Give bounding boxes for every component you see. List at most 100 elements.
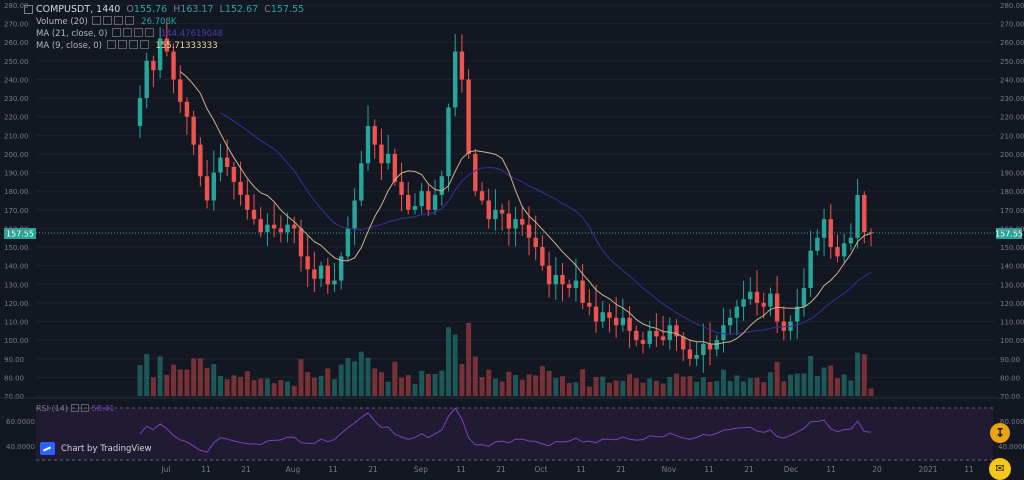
candle-body <box>613 317 619 326</box>
time-tick-label: Oct <box>535 465 548 474</box>
candle-body <box>499 209 505 214</box>
candle-body <box>359 163 364 201</box>
candle-body <box>687 349 693 359</box>
price-tick-label: 230.00 <box>1000 95 1024 103</box>
volume-bar <box>727 381 733 396</box>
ma9-label: MA (9, close, 0) <box>36 41 102 51</box>
candle-body <box>754 291 760 303</box>
volume-bar <box>372 368 378 396</box>
settings-icon[interactable] <box>117 40 127 49</box>
time-tick-label: Nov <box>662 465 677 474</box>
volume-bar <box>452 334 458 396</box>
ma9-line <box>179 71 872 345</box>
tradingview-branding[interactable]: Chart by TradingView <box>40 442 152 455</box>
close-icon[interactable] <box>128 40 138 49</box>
volume-bar <box>137 365 143 396</box>
branding-label: Chart by TradingView <box>61 443 152 454</box>
rsi-level-bottom-right: 40.0000 <box>998 443 1024 451</box>
volume-legend[interactable]: Volume (20) 26.708K <box>36 16 177 28</box>
candle-body <box>862 194 867 233</box>
candle-body <box>734 306 740 318</box>
price-tick-label: 140.00 <box>4 263 29 271</box>
candle-body <box>412 206 418 210</box>
volume-bar <box>720 369 726 396</box>
candle-body <box>620 317 626 326</box>
close-icon[interactable] <box>114 16 124 25</box>
svg-text:157.55: 157.55 <box>6 230 34 239</box>
eye-icon[interactable] <box>70 404 79 412</box>
volume-bar <box>533 375 539 396</box>
volume-bar <box>251 380 257 396</box>
ma21-legend[interactable]: MA (21, close, 0) 144.47619048 <box>36 28 223 40</box>
price-axis-left[interactable]: 280.00 270.00 260.00 250.00 240.00 230.00 220.… <box>4 2 29 401</box>
price-tick-label: 160.00 <box>1000 225 1024 233</box>
price-tick-label: 190.00 <box>1000 170 1024 178</box>
candle-body <box>486 200 491 220</box>
rsi-pane[interactable]: 60.0000 40.0000 60.0000 40.0000 <box>6 407 1024 461</box>
volume-bar <box>546 370 552 396</box>
time-tick-label: 11 <box>201 465 211 474</box>
candle-body <box>426 191 431 210</box>
volume-bar <box>271 383 277 396</box>
price-tick-label: 200.00 <box>4 151 29 159</box>
volume-bar <box>573 382 579 396</box>
volume-bar <box>331 379 337 396</box>
settings-icon[interactable] <box>123 28 133 37</box>
volume-bar <box>466 322 472 396</box>
candle-body <box>439 176 444 195</box>
volume-bar <box>707 381 713 396</box>
volume-bar <box>821 367 827 396</box>
volume-bar <box>419 370 425 396</box>
rsi-level-top-right: 60.0000 <box>1000 418 1024 426</box>
collapse-legend-icon[interactable] <box>24 5 33 14</box>
close-label: C <box>264 4 271 15</box>
candle-body <box>399 181 404 195</box>
high-value: 163.17 <box>180 4 214 15</box>
close-icon[interactable] <box>134 28 144 37</box>
chat-button[interactable]: ✉ <box>989 458 1011 480</box>
candle-body <box>660 336 666 341</box>
candle-body <box>345 228 351 257</box>
eye-icon[interactable] <box>92 16 102 25</box>
price-tick-label: 70.00 <box>4 393 24 401</box>
price-axis-right[interactable]: 280.00 270.00 260.00 250.00 240.00 230.00 220.… <box>1000 2 1024 401</box>
volume-bar <box>479 377 485 396</box>
price-tick-label: 220.00 <box>1000 114 1024 122</box>
ma9-legend[interactable]: MA (9, close, 0) 155.71333333 <box>36 40 218 52</box>
eye-icon[interactable] <box>112 28 122 37</box>
volume-bar <box>184 369 190 396</box>
candle-body <box>506 213 512 229</box>
price-tick-label: 220.00 <box>4 114 29 122</box>
candle-body <box>627 317 632 331</box>
more-icon[interactable] <box>139 40 149 49</box>
candle-body <box>278 228 284 233</box>
settings-icon[interactable] <box>103 16 113 25</box>
eye-icon[interactable] <box>106 40 116 49</box>
price-tick-label: 260.00 <box>4 39 29 47</box>
candlesticks <box>137 22 874 373</box>
candle-body <box>325 265 330 285</box>
more-icon[interactable] <box>125 16 135 25</box>
price-tick-label: 190.00 <box>4 170 29 178</box>
volume-bar <box>767 372 773 396</box>
more-icon[interactable] <box>145 28 155 37</box>
price-tick-label: 140.00 <box>1000 263 1024 271</box>
candle-body <box>151 60 156 71</box>
candle-body <box>761 302 766 307</box>
close-value: 157.55 <box>270 4 305 15</box>
rsi-legend[interactable]: RSI (14) 58.41 <box>36 404 115 413</box>
candle-body <box>432 194 438 210</box>
time-axis[interactable]: Jul 11 21 Aug 11 21 Sep 11 21 Oct 11 21 Nov 11 21 Dec 11… <box>160 465 974 474</box>
price-tick-label: 250.00 <box>1000 58 1024 66</box>
volume-bar <box>653 380 659 396</box>
candle-body <box>258 219 263 233</box>
volume-bar <box>385 381 391 396</box>
candle-body <box>385 153 391 164</box>
candle-body <box>218 157 223 173</box>
settings-icon[interactable] <box>81 404 90 412</box>
candle-body <box>855 194 860 238</box>
candle-body <box>372 126 377 145</box>
scroll-to-realtime-button[interactable]: ↧ <box>990 423 1010 443</box>
candle-body <box>654 330 659 337</box>
